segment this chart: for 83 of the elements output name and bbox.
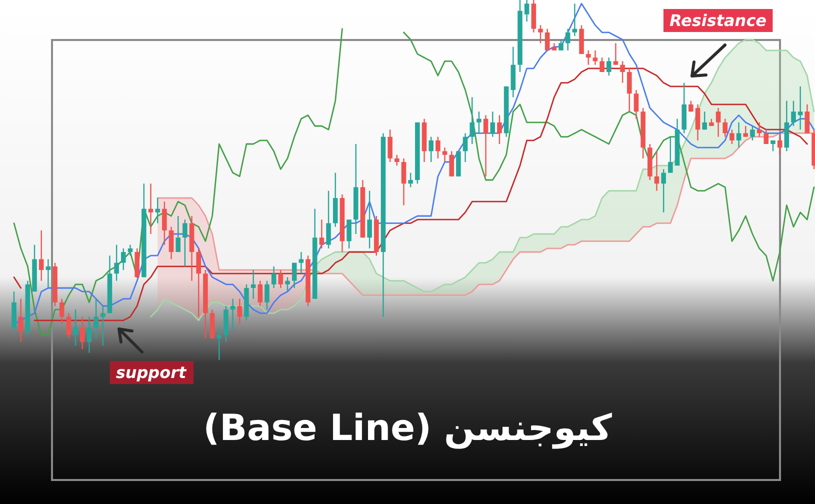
- candlestick: [613, 42, 618, 66]
- candlestick: [59, 298, 64, 325]
- candlestick: [94, 298, 98, 339]
- annotation: Resistance: [669, 11, 767, 30]
- candlestick: [388, 129, 392, 163]
- candlestick: [176, 215, 180, 253]
- candlestick: [798, 86, 803, 130]
- candlestick: [264, 280, 270, 310]
- candlestick: [271, 266, 276, 289]
- candlestick: [565, 28, 570, 51]
- candlestick: [462, 132, 468, 163]
- candlestick: [319, 219, 324, 249]
- candlestick: [182, 219, 188, 267]
- candlestick: [490, 111, 496, 138]
- candlestick: [278, 269, 284, 289]
- candlestick: [483, 114, 488, 177]
- candlestick: [791, 100, 796, 127]
- candlestick: [606, 57, 612, 76]
- candlestick: [128, 244, 133, 256]
- candlestick: [470, 96, 475, 145]
- candlestick: [121, 248, 126, 271]
- candlestick: [572, 3, 578, 37]
- candlestick: [408, 172, 413, 188]
- text: کیوجنسن (Base Line): [202, 408, 613, 449]
- candlestick: [558, 39, 564, 51]
- candlestick: [401, 158, 406, 206]
- candlestick: [38, 230, 44, 282]
- candlestick: [668, 136, 673, 174]
- candlestick: [743, 125, 748, 138]
- candlestick: [436, 136, 440, 159]
- candlestick: [722, 118, 728, 138]
- candlestick: [626, 68, 632, 112]
- candlestick: [702, 111, 707, 130]
- candlestick: [750, 125, 755, 141]
- candlestick: [497, 114, 502, 145]
- candlestick: [168, 226, 174, 260]
- candlestick: [394, 154, 400, 166]
- candlestick: [285, 276, 290, 292]
- candlestick: [449, 150, 454, 177]
- candlestick: [538, 24, 543, 44]
- candlestick: [196, 248, 202, 318]
- candlestick: [695, 104, 700, 141]
- candlestick: [620, 60, 625, 84]
- candlestick: [326, 190, 331, 249]
- candlestick: [216, 327, 222, 361]
- candlestick: [18, 298, 24, 343]
- candlestick: [292, 262, 297, 289]
- candlestick: [600, 57, 604, 73]
- candlestick: [298, 251, 304, 274]
- candlestick: [237, 298, 242, 325]
- candlestick: [730, 129, 734, 145]
- candlestick: [367, 190, 372, 249]
- candlestick: [250, 269, 256, 300]
- candlestick: [716, 107, 721, 138]
- candlestick: [592, 50, 598, 66]
- candlestick: [230, 298, 236, 332]
- candlestick: [736, 122, 742, 148]
- candlestick: [804, 104, 810, 134]
- candlestick: [476, 111, 482, 134]
- candlestick: [73, 309, 78, 346]
- candlestick: [524, 0, 530, 22]
- candlestick: [654, 150, 660, 192]
- candlestick: [80, 316, 85, 350]
- candlestick: [586, 50, 591, 66]
- candlestick: [661, 168, 666, 213]
- candlestick: [428, 136, 434, 163]
- candlestick: [777, 136, 782, 156]
- candlestick: [764, 129, 769, 145]
- candlestick: [155, 197, 160, 224]
- candlestick: [634, 89, 639, 120]
- candlestick: [46, 258, 51, 289]
- candlestick: [544, 28, 550, 51]
- candlestick: [100, 305, 106, 346]
- candlestick: [66, 312, 72, 339]
- candlestick: [86, 316, 92, 354]
- candlestick: [162, 201, 167, 246]
- candlestick: [442, 147, 448, 163]
- candlestick: [346, 219, 352, 249]
- candlestick: [148, 183, 154, 235]
- candlestick: [756, 122, 762, 138]
- text: support: [116, 363, 188, 382]
- candlestick: [258, 280, 263, 307]
- candlestick: [114, 244, 119, 282]
